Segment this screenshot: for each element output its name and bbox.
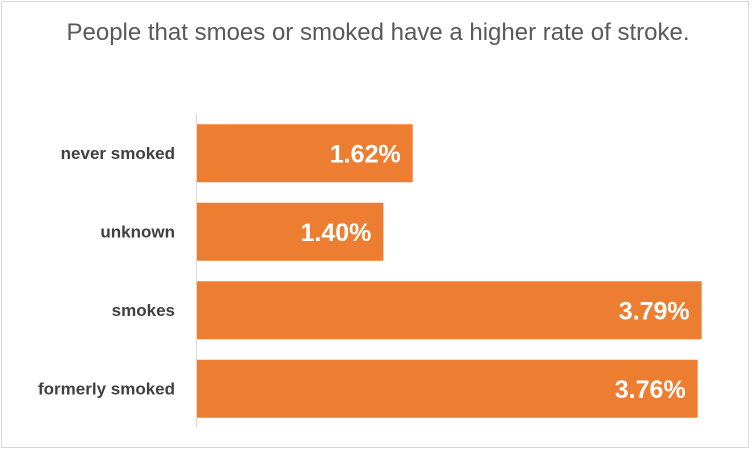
- bar-formerly-smoked: [197, 359, 698, 418]
- value-label-smokes: 3.79%: [619, 297, 690, 325]
- bar-unknown: [197, 202, 384, 261]
- chart-title: People that smoes or smoked have a highe…: [66, 19, 690, 46]
- value-label-never-smoked: 1.62%: [330, 140, 401, 168]
- category-label-smokes: smokes: [112, 301, 175, 320]
- value-label-formerly-smoked: 3.76%: [615, 376, 686, 404]
- category-label-never-smoked: never smoked: [61, 144, 175, 163]
- bar-never-smoked: [197, 124, 413, 183]
- category-label-formerly-smoked: formerly smoked: [38, 379, 175, 398]
- bar-smokes: [197, 281, 702, 340]
- category-label-unknown: unknown: [100, 222, 175, 241]
- value-label-unknown: 1.40%: [301, 219, 372, 247]
